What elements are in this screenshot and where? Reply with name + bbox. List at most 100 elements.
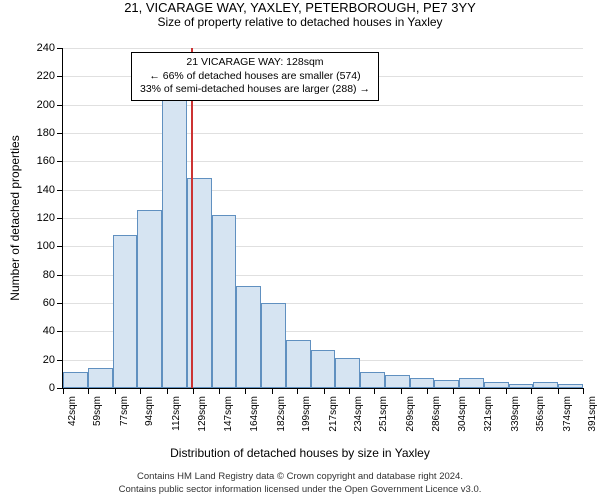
x-tick xyxy=(479,388,480,394)
x-tick xyxy=(374,388,375,394)
x-tick-label: 286sqm xyxy=(431,396,442,432)
x-tick xyxy=(349,388,350,394)
y-tick-label: 120 xyxy=(37,212,55,224)
x-tick-label: 251sqm xyxy=(378,396,389,432)
y-tick xyxy=(57,161,63,162)
y-tick xyxy=(57,133,63,134)
x-tick-label: 42sqm xyxy=(67,396,78,426)
x-tick xyxy=(219,388,220,394)
x-tick xyxy=(297,388,298,394)
annotation-line1: 21 VICARAGE WAY: 128sqm xyxy=(140,56,370,70)
gridline xyxy=(63,161,583,162)
y-tick-label: 0 xyxy=(49,382,55,394)
y-tick-label: 140 xyxy=(37,184,55,196)
gridline xyxy=(63,105,583,106)
x-tick-label: 129sqm xyxy=(197,396,208,432)
x-tick xyxy=(167,388,168,394)
histogram-bar xyxy=(286,340,311,388)
y-tick xyxy=(57,331,63,332)
x-tick-label: 77sqm xyxy=(119,396,130,426)
x-tick xyxy=(558,388,559,394)
histogram-bar xyxy=(434,380,459,389)
x-tick-label: 59sqm xyxy=(92,396,103,426)
y-tick-label: 220 xyxy=(37,70,55,82)
x-tick xyxy=(245,388,246,394)
histogram-bar xyxy=(162,82,187,388)
x-tick xyxy=(272,388,273,394)
annotation-line3: 33% of semi-detached houses are larger (… xyxy=(140,83,370,97)
x-axis-label: Distribution of detached houses by size … xyxy=(0,446,600,460)
histogram-bar xyxy=(410,378,435,388)
y-tick-label: 200 xyxy=(37,99,55,111)
x-tick-label: 199sqm xyxy=(301,396,312,432)
x-tick-label: 374sqm xyxy=(562,396,573,432)
x-tick-label: 356sqm xyxy=(535,396,546,432)
chart-title: 21, VICARAGE WAY, YAXLEY, PETERBOROUGH, … xyxy=(0,0,600,15)
x-tick-label: 94sqm xyxy=(144,396,155,426)
x-tick-label: 182sqm xyxy=(276,396,287,432)
y-tick xyxy=(57,218,63,219)
x-tick-label: 217sqm xyxy=(328,396,339,432)
annotation-line2: ← 66% of detached houses are smaller (57… xyxy=(140,70,370,84)
histogram-bar xyxy=(63,372,88,388)
x-tick xyxy=(115,388,116,394)
footer-attribution: Contains HM Land Registry data © Crown c… xyxy=(0,471,600,496)
y-tick-label: 100 xyxy=(37,240,55,252)
y-tick xyxy=(57,105,63,106)
histogram-bar xyxy=(212,215,237,388)
histogram-bar xyxy=(113,235,138,388)
chart-area: 02040608010012014016018020022024042sqm59… xyxy=(62,48,583,389)
y-tick-label: 20 xyxy=(43,354,55,366)
y-tick xyxy=(57,246,63,247)
x-tick-label: 304sqm xyxy=(457,396,468,432)
x-tick xyxy=(63,388,64,394)
histogram-bar xyxy=(385,375,410,388)
histogram-bar xyxy=(88,368,113,388)
y-tick-label: 180 xyxy=(37,127,55,139)
y-axis-label: Number of detached properties xyxy=(8,135,22,300)
histogram-bar xyxy=(509,384,534,388)
y-tick xyxy=(57,48,63,49)
histogram-bar xyxy=(311,350,336,388)
y-tick-label: 240 xyxy=(37,42,55,54)
gridline xyxy=(63,48,583,49)
x-tick xyxy=(506,388,507,394)
x-tick-label: 112sqm xyxy=(171,396,182,431)
x-tick xyxy=(324,388,325,394)
chart-subtitle: Size of property relative to detached ho… xyxy=(0,15,600,29)
gridline xyxy=(63,190,583,191)
y-tick xyxy=(57,275,63,276)
histogram-bar xyxy=(261,303,286,388)
y-tick xyxy=(57,360,63,361)
y-tick-label: 160 xyxy=(37,155,55,167)
histogram-bar xyxy=(335,358,360,388)
y-tick xyxy=(57,303,63,304)
annotation-box: 21 VICARAGE WAY: 128sqm ← 66% of detache… xyxy=(131,52,379,101)
histogram-bar xyxy=(459,378,484,388)
histogram-bar xyxy=(533,382,558,388)
x-tick xyxy=(453,388,454,394)
x-tick-label: 164sqm xyxy=(249,396,260,432)
x-tick xyxy=(88,388,89,394)
y-tick xyxy=(57,190,63,191)
y-tick xyxy=(57,76,63,77)
x-tick-label: 339sqm xyxy=(510,396,521,432)
footer-line1: Contains HM Land Registry data © Crown c… xyxy=(0,471,600,483)
x-tick-label: 321sqm xyxy=(483,396,494,432)
gridline xyxy=(63,133,583,134)
y-tick-label: 40 xyxy=(43,325,55,337)
x-tick xyxy=(531,388,532,394)
x-tick xyxy=(193,388,194,394)
x-tick-label: 234sqm xyxy=(353,396,364,432)
x-tick xyxy=(427,388,428,394)
x-tick xyxy=(401,388,402,394)
x-tick xyxy=(140,388,141,394)
histogram-bar xyxy=(137,210,162,389)
footer-line2: Contains public sector information licen… xyxy=(0,484,600,496)
x-tick-label: 147sqm xyxy=(223,396,234,432)
x-tick-label: 391sqm xyxy=(587,396,598,432)
histogram-bar xyxy=(236,286,261,388)
chart-container: 21, VICARAGE WAY, YAXLEY, PETERBOROUGH, … xyxy=(0,0,600,500)
histogram-bar xyxy=(558,384,583,388)
y-tick-label: 80 xyxy=(43,269,55,281)
